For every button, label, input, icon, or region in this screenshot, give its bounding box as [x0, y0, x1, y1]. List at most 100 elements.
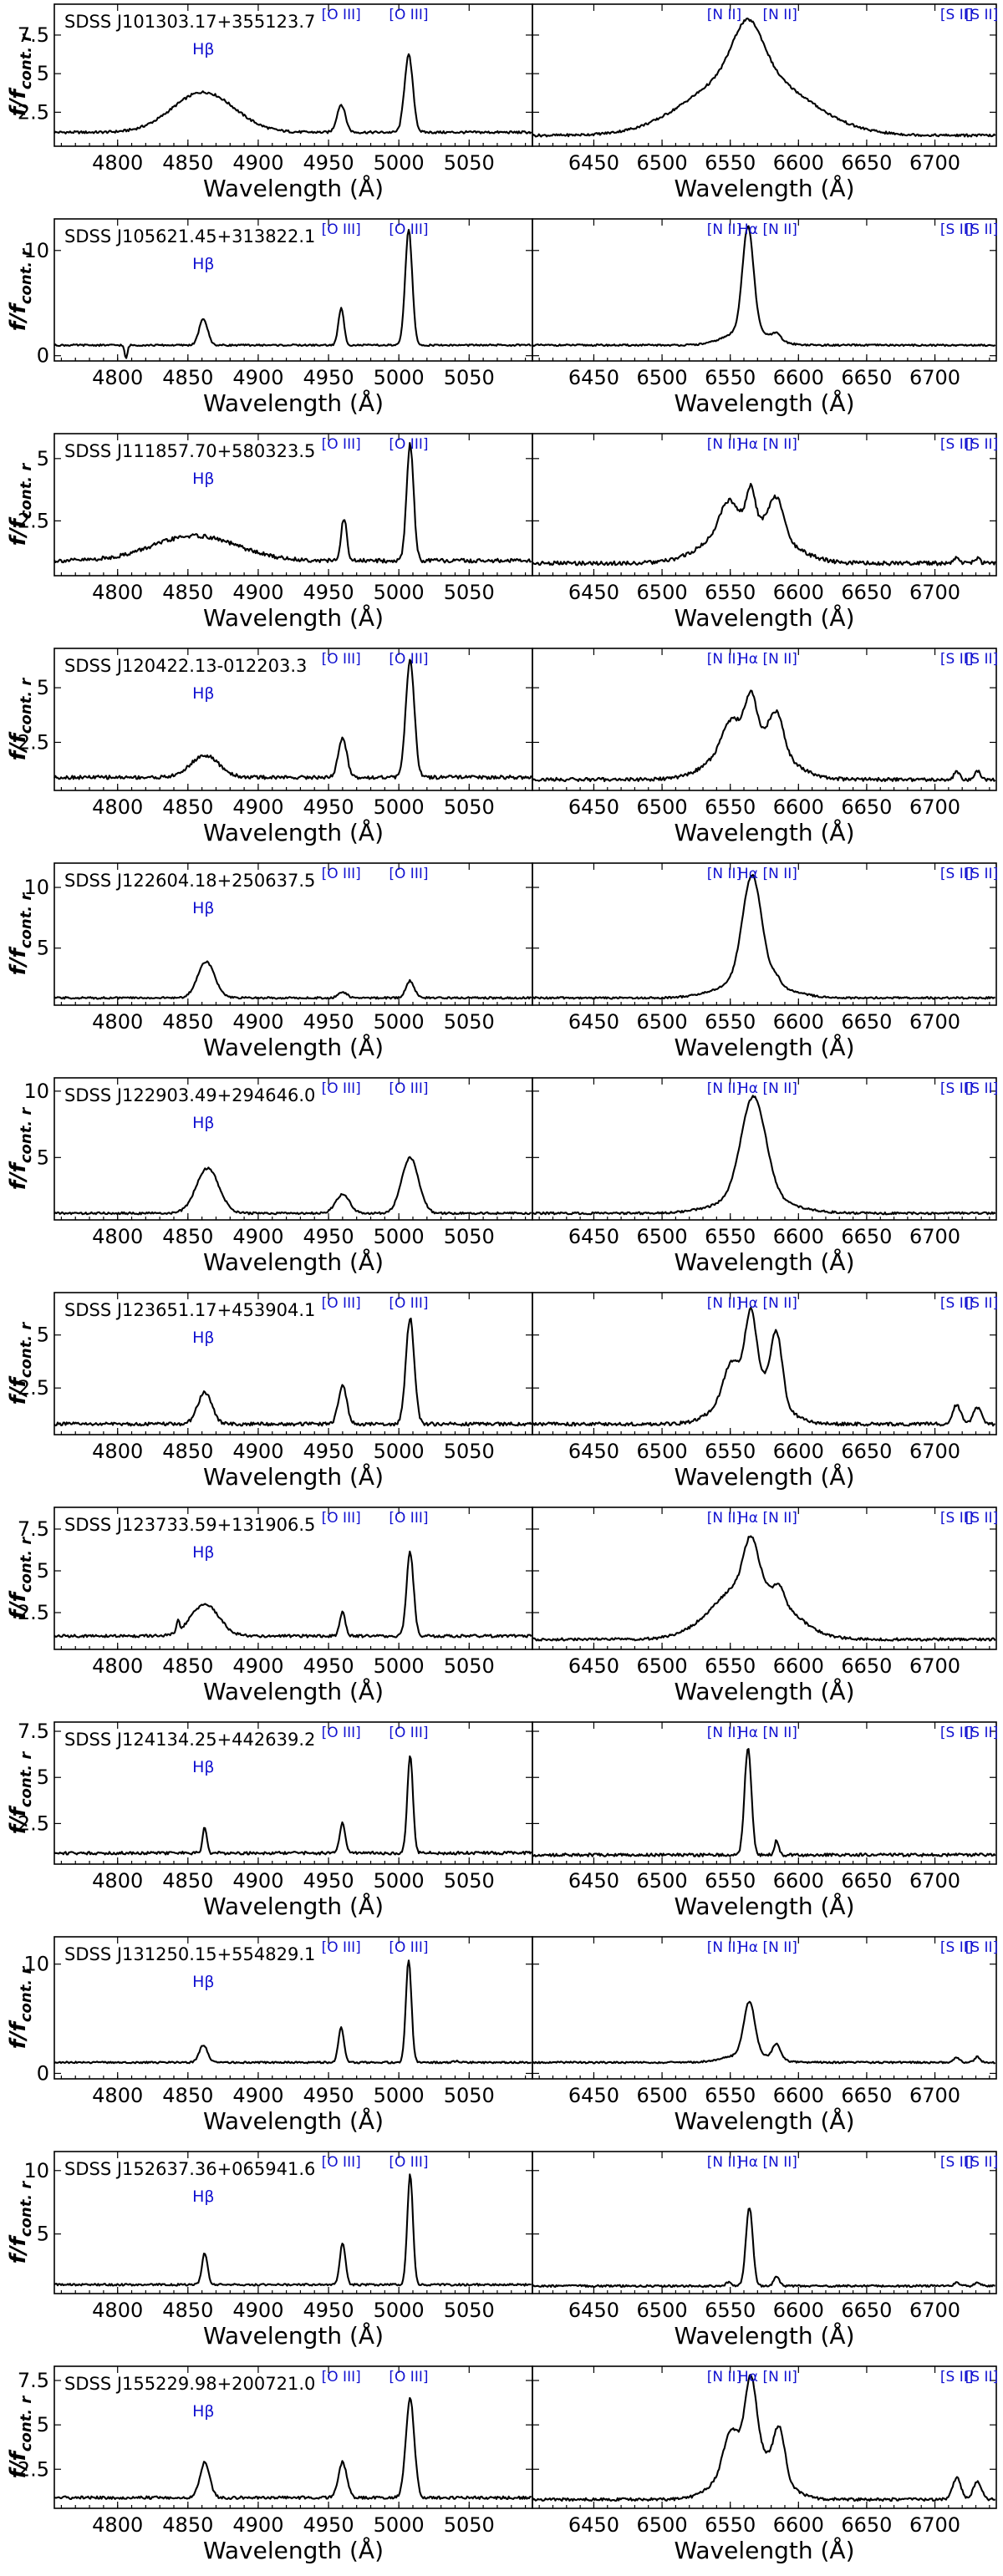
- sii-6716-label: [S II]: [940, 651, 974, 668]
- x-tick-label: 6650: [841, 2084, 892, 2107]
- x-tick-label: 6550: [705, 2084, 756, 2107]
- x-tick-label: 6700: [909, 2513, 960, 2537]
- x-tick-label: 4900: [232, 2084, 283, 2107]
- hbeta-label: Hβ: [192, 470, 214, 488]
- x-tick-label: 5000: [374, 1440, 425, 1463]
- nii-6584-label: [N II]: [762, 1939, 797, 1956]
- y-axis-label: f/fcont. r: [6, 2396, 35, 2479]
- y-tick-label: 10: [23, 239, 49, 262]
- sii-6716-label: [S II]: [940, 1080, 974, 1097]
- x-axis-label: Wavelength (Å): [203, 2321, 384, 2350]
- halpha-label: Hα: [738, 1510, 758, 1527]
- halpha-panel: 6450 6500 6550 6600 6650 6700 Wavelength (Å) [N…: [532, 1506, 998, 1705]
- spectrum-line: [532, 2208, 995, 2289]
- sii-6716-label: [S II]: [940, 1939, 974, 1956]
- x-tick-label: 4800: [92, 2299, 143, 2322]
- halpha-panel: 6450 6500 6550 6600 6650 6700 Wavelength (Å) [N…: [532, 2365, 998, 2564]
- x-tick-label: 5000: [374, 1225, 425, 1248]
- x-tick-label: 4900: [232, 2299, 283, 2322]
- halpha-panel: 6450 6500 6550 6600 6650 6700 Wavelength (Å) [N…: [532, 648, 998, 846]
- x-tick-label: 6450: [568, 1225, 619, 1248]
- sii-6716-label: [S II]: [940, 7, 974, 23]
- y-axis-label-main: f/f: [6, 945, 31, 975]
- nii-6584-label: [N II]: [762, 1080, 797, 1097]
- oiii-5007-label: [O III]: [389, 436, 428, 453]
- hbeta-label: Hβ: [192, 40, 214, 58]
- x-axis-label: Wavelength (Å): [674, 1247, 854, 1276]
- object-name: SDSS J155229.98+200721.0: [64, 2374, 315, 2394]
- sii-6716-label: [S II]: [940, 221, 974, 238]
- x-tick-label: 5050: [444, 1440, 495, 1463]
- hbeta-label: Hβ: [192, 255, 214, 273]
- x-tick-label: 6650: [841, 1010, 892, 1034]
- x-tick-label: 5050: [444, 1654, 495, 1678]
- x-tick-label: 4950: [303, 1225, 354, 1248]
- x-tick-label: 6500: [637, 1440, 688, 1463]
- spectrum-line: [53, 658, 532, 780]
- halpha-panel: 6450 6500 6550 6600 6650 6700 Wavelength (Å) [N…: [532, 1721, 998, 1920]
- hbeta-oiii-panel: 4800 4850 4900 4950 5000 5050 Wavelength (Å) 5 1…: [23, 1077, 533, 1276]
- x-tick-label: 4850: [162, 2299, 213, 2322]
- y-tick-label: 5: [37, 1146, 49, 1169]
- x-tick-label: 6600: [773, 581, 824, 604]
- oiii-5007-label: [O III]: [389, 221, 428, 238]
- halpha-label: Hα: [738, 866, 758, 882]
- nii-6548-label: [N II]: [707, 651, 741, 668]
- x-tick-label: 6650: [841, 1225, 892, 1248]
- oiii-4959-label: [O III]: [322, 7, 361, 23]
- sii-6731-label: [S II]: [965, 221, 999, 238]
- halpha-panel: 6450 6500 6550 6600 6650 6700 Wavelength (Å) [N…: [532, 862, 998, 1061]
- x-tick-label: 6500: [637, 366, 688, 389]
- x-axis-label: Wavelength (Å): [203, 1462, 384, 1491]
- y-axis-label-sub: cont. r: [18, 33, 35, 90]
- halpha-label: Hα: [738, 1295, 758, 1312]
- y-axis-label: f/fcont. r: [6, 892, 35, 976]
- x-axis-label: Wavelength (Å): [203, 174, 384, 202]
- x-tick-label: 5000: [374, 581, 425, 604]
- object-name: SDSS J111857.70+580323.5: [64, 441, 315, 461]
- y-tick-label: 2.5: [18, 2457, 49, 2481]
- panel-frame: [532, 218, 997, 362]
- x-tick-label: 5000: [374, 795, 425, 819]
- oiii-5007-label: [O III]: [389, 1939, 428, 1956]
- nii-6548-label: [N II]: [707, 1510, 741, 1527]
- y-tick-label: 2.5: [18, 730, 49, 754]
- spectrum-row: 4800 4850 4900 4950 5000 5050 Wavelength (Å) 2.…: [6, 1506, 998, 1705]
- x-tick-label: 5050: [444, 795, 495, 819]
- y-axis-label: f/fcont. r: [6, 678, 35, 761]
- panel-frame: [532, 1936, 997, 2080]
- y-axis-label-sub: cont. r: [18, 1107, 35, 1164]
- y-axis-label: f/fcont. r: [6, 1751, 35, 1835]
- x-axis-label: Wavelength (Å): [203, 1247, 384, 1276]
- oiii-4959-label: [O III]: [322, 1725, 361, 1741]
- x-tick-label: 5000: [374, 2513, 425, 2537]
- hbeta-oiii-panel: 4800 4850 4900 4950 5000 5050 Wavelength (Å) 2.…: [18, 648, 533, 846]
- x-axis-label: Wavelength (Å): [203, 1892, 384, 1920]
- object-name: SDSS J124134.25+442639.2: [64, 1730, 315, 1750]
- sii-6716-label: [S II]: [940, 2154, 974, 2171]
- y-axis-label: f/fcont. r: [6, 1537, 35, 1620]
- y-tick-label: 5: [37, 2413, 49, 2436]
- nii-6548-label: [N II]: [707, 7, 741, 23]
- spectrum-row: 4800 4850 4900 4950 5000 5050 Wavelength (Å) 0 1…: [6, 1936, 998, 2135]
- x-axis-label: Wavelength (Å): [203, 1677, 384, 1705]
- y-axis-label-sub: cont. r: [18, 2396, 35, 2452]
- y-tick-label: 10: [23, 876, 49, 899]
- y-axis-label: f/fcont. r: [6, 463, 35, 546]
- object-name: SDSS J123651.17+453904.1: [64, 1300, 315, 1320]
- spectrum-line: [532, 1307, 995, 1427]
- panel-frame: [532, 433, 997, 577]
- y-tick-label: 2.5: [18, 1811, 49, 1835]
- x-tick-label: 6550: [705, 1869, 756, 1893]
- x-tick-label: 6700: [909, 795, 960, 819]
- halpha-panel: 6450 6500 6550 6600 6650 6700 Wavelength (Å) [N…: [532, 218, 999, 417]
- spectrum-row: 4800 4850 4900 4950 5000 5050 Wavelength (Å) 5 1…: [6, 1077, 998, 1276]
- x-tick-label: 4950: [303, 2513, 354, 2537]
- y-tick-label: 5: [37, 1766, 49, 1789]
- hbeta-oiii-panel: 4800 4850 4900 4950 5000 5050 Wavelength (Å) 2.…: [18, 433, 533, 632]
- oiii-4959-label: [O III]: [322, 436, 361, 453]
- hbeta-label: Hβ: [192, 899, 214, 917]
- halpha-label: Hα: [738, 1939, 758, 1956]
- hbeta-oiii-panel: 4800 4850 4900 4950 5000 5050 Wavelength (Å) 5 1…: [23, 862, 533, 1061]
- x-tick-label: 6550: [705, 2299, 756, 2322]
